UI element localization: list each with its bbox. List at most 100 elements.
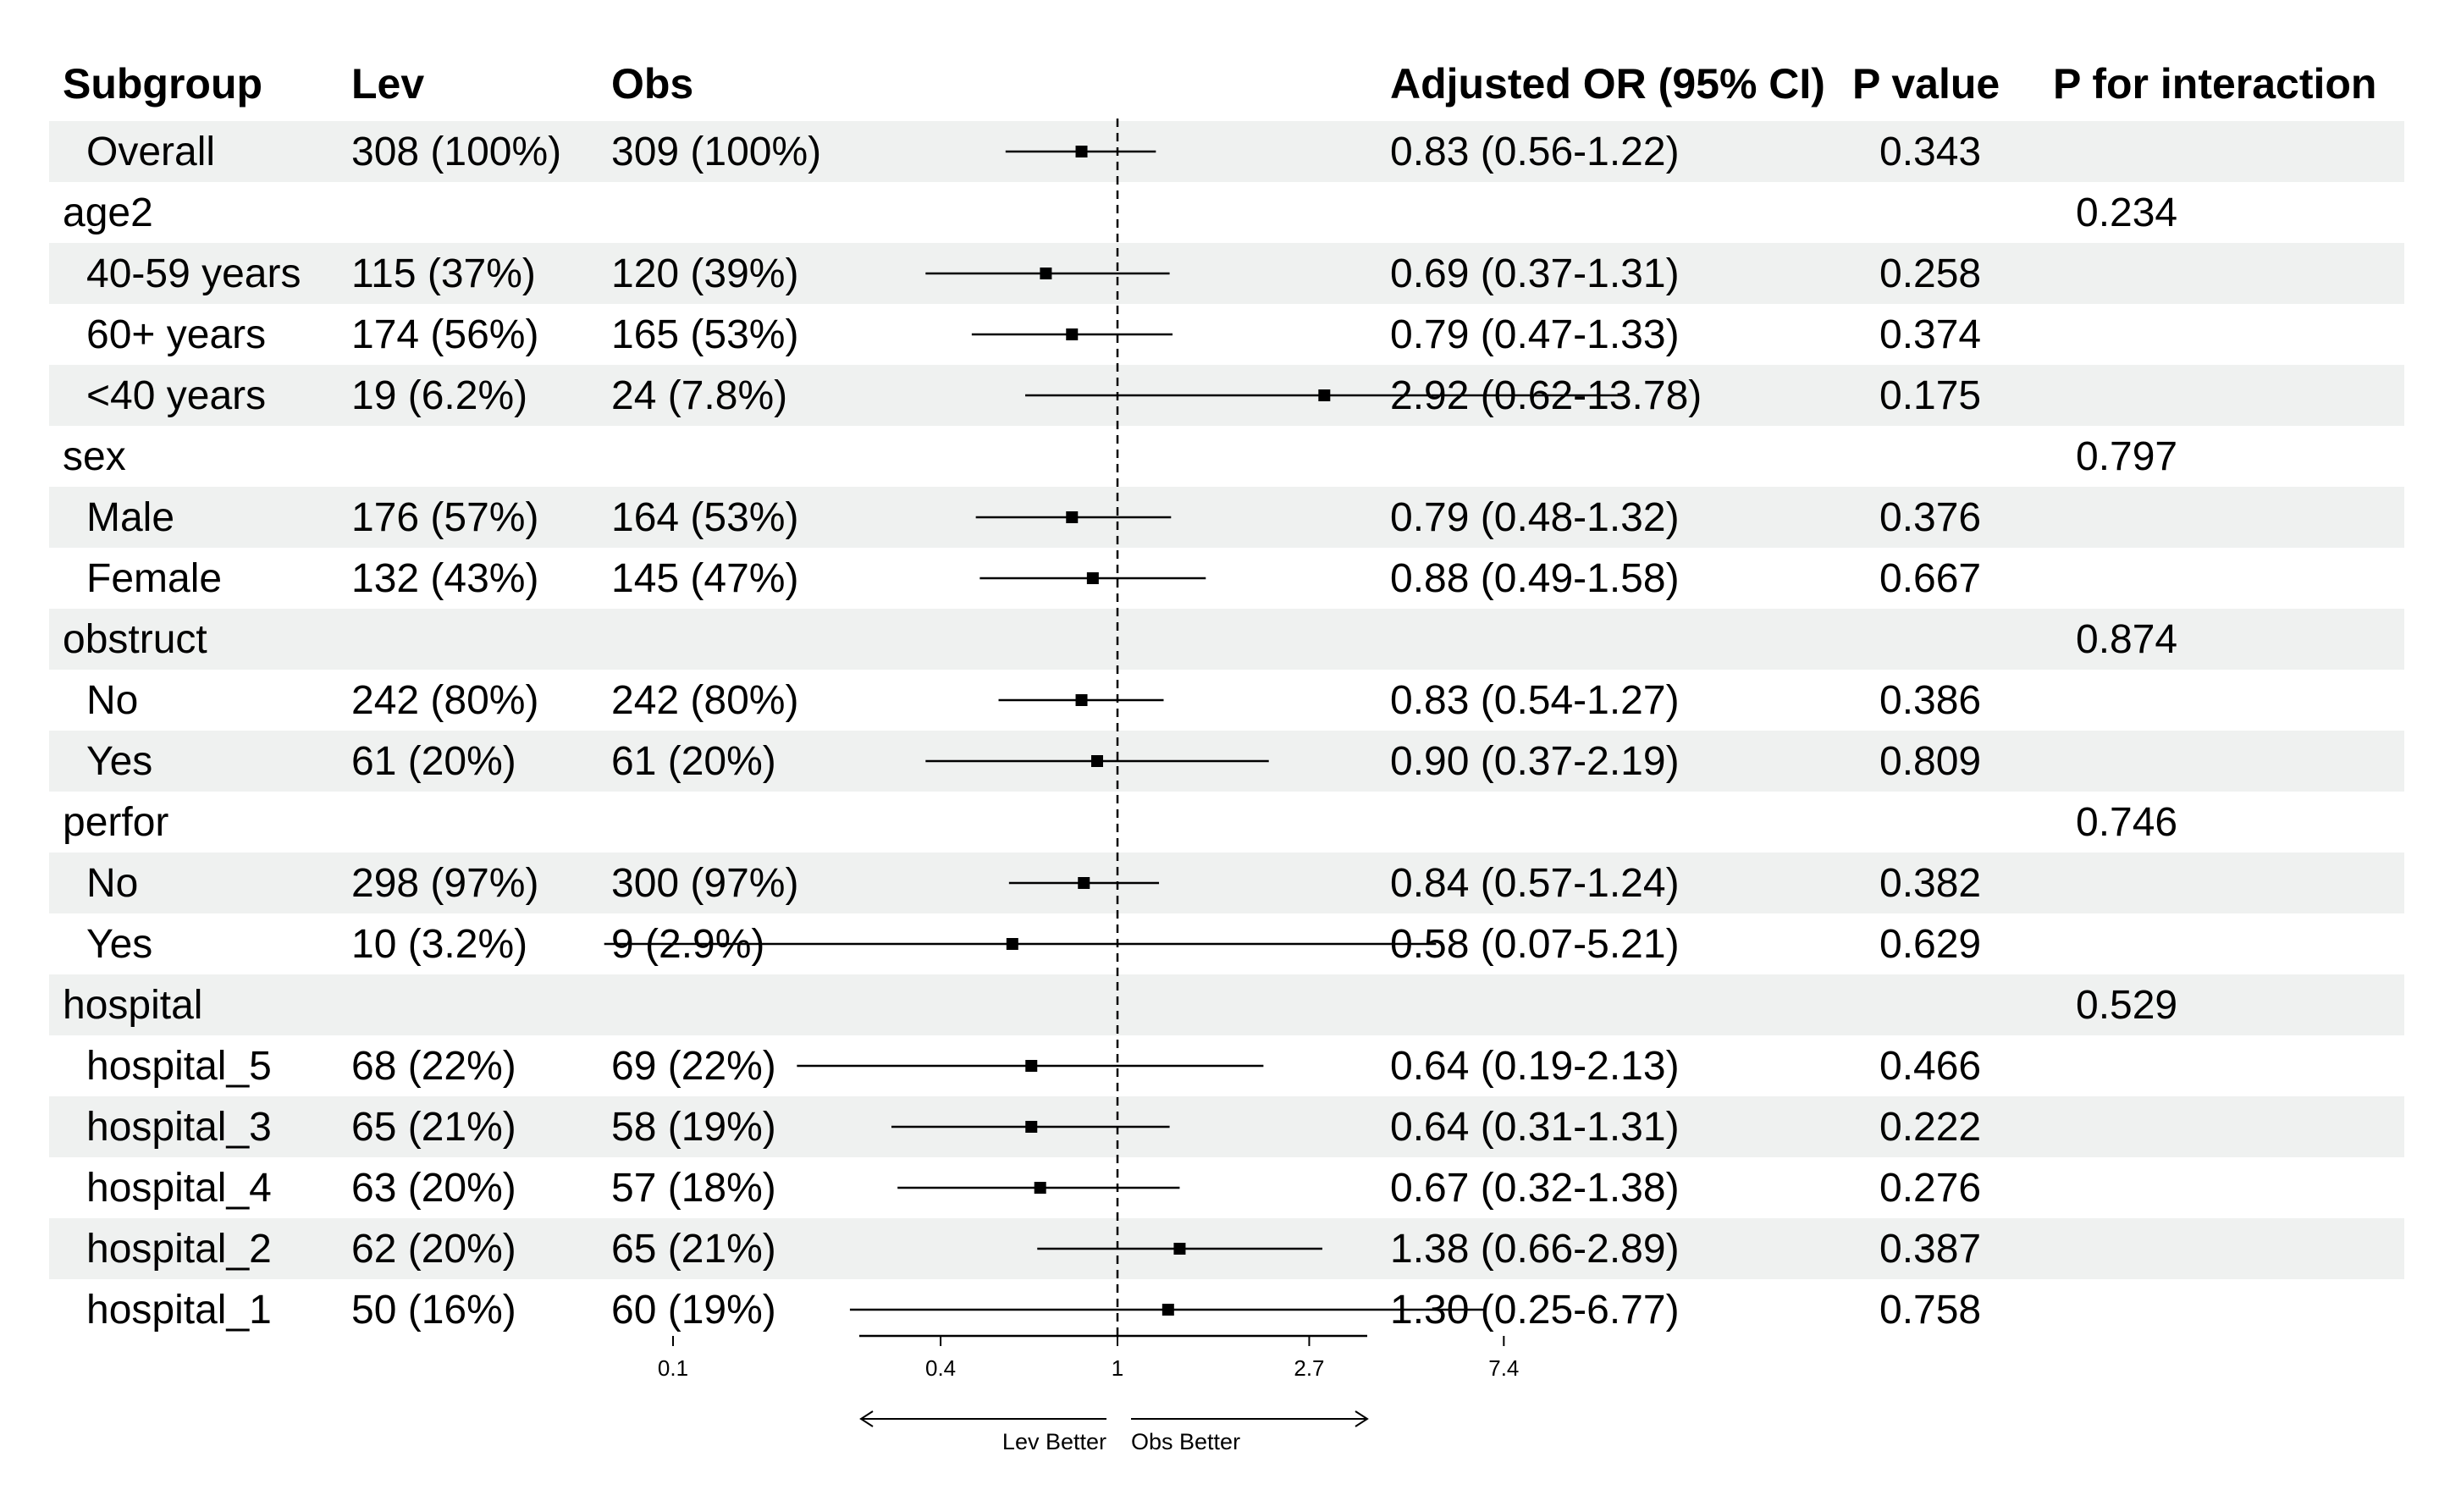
row-p-value: 0.343 — [1879, 130, 1981, 174]
row-shade — [49, 974, 2404, 1035]
row-p-interaction: 0.234 — [2076, 190, 2177, 235]
row-label: Yes — [86, 739, 152, 784]
row-p-value: 0.175 — [1879, 373, 1981, 418]
effect-mark — [897, 1182, 1180, 1194]
table-rows: Overall 308 (100%) 309 (100%) 0.83 (0.56-1.… — [63, 130, 2177, 1333]
x-tick-label: 7.4 — [1488, 1355, 1519, 1381]
effect-marks — [604, 146, 1625, 1316]
row-label: obstruct — [63, 617, 207, 662]
row-lev: 174 (56%) — [351, 312, 538, 357]
table-row: Overall 308 (100%) 309 (100%) 0.83 (0.56-1.… — [86, 130, 1981, 174]
effect-mark — [975, 511, 1172, 523]
label-obs-better: Obs Better — [1131, 1429, 1240, 1454]
row-label: hospital_5 — [86, 1044, 272, 1089]
row-label: Overall — [86, 130, 215, 174]
effect-mark — [925, 268, 1170, 279]
row-p-value: 0.222 — [1879, 1105, 1981, 1150]
row-p-interaction: 0.529 — [2076, 983, 2177, 1028]
effect-mark — [1025, 389, 1625, 401]
row-or-ci: 0.83 (0.56-1.22) — [1390, 130, 1680, 174]
row-label: 40-59 years — [86, 251, 301, 296]
point-estimate — [1090, 755, 1103, 767]
row-lev: 19 (6.2%) — [351, 373, 527, 418]
row-lev: 176 (57%) — [351, 495, 538, 540]
row-lev: 62 (20%) — [351, 1227, 516, 1272]
row-obs: 164 (53%) — [611, 495, 798, 540]
row-p-value: 0.258 — [1879, 251, 1981, 296]
table-row: Male 176 (57%) 164 (53%) 0.79 (0.48-1.32) 0.… — [86, 495, 1981, 540]
row-lev: 63 (20%) — [351, 1166, 516, 1211]
row-lev: 308 (100%) — [351, 130, 561, 174]
table-row: hospital_3 65 (21%) 58 (19%) 0.64 (0.31-1.3… — [86, 1105, 1981, 1150]
table-row: hospital 0.529 — [63, 983, 2177, 1028]
header-p-value: P value — [1852, 60, 2000, 108]
row-p-value: 0.758 — [1879, 1288, 1981, 1333]
row-label: Female — [86, 556, 222, 601]
point-estimate — [1066, 328, 1079, 340]
header-lev: Lev — [351, 60, 424, 108]
row-shade — [49, 487, 2404, 548]
header-p-interaction: P for interaction — [2053, 60, 2376, 108]
row-shade — [49, 243, 2404, 304]
row-label: No — [86, 861, 138, 906]
row-or-ci: 1.38 (0.66-2.89) — [1390, 1227, 1680, 1272]
row-p-value: 0.374 — [1879, 312, 1981, 357]
x-tick-label: 0.1 — [658, 1355, 688, 1381]
x-tick-label: 2.7 — [1294, 1355, 1324, 1381]
effect-mark — [1037, 1243, 1322, 1255]
effect-mark — [925, 755, 1269, 767]
row-shading — [49, 121, 2404, 1279]
row-p-interaction: 0.797 — [2076, 434, 2177, 479]
row-lev: 10 (3.2%) — [351, 922, 527, 967]
row-lev: 132 (43%) — [351, 556, 538, 601]
direction-arrows: Lev Better Obs Better — [859, 1410, 1369, 1454]
point-estimate — [1162, 1304, 1174, 1316]
row-label: hospital_1 — [86, 1288, 272, 1333]
point-estimate — [1066, 511, 1079, 523]
row-obs: 242 (80%) — [611, 678, 798, 723]
x-tick-label: 0.4 — [925, 1355, 956, 1381]
table-row: perfor 0.746 — [63, 800, 2177, 845]
header-row: Subgroup Lev Obs Adjusted OR (95% CI) P … — [63, 60, 2376, 108]
table-row: obstruct 0.874 — [63, 617, 2177, 662]
table-row: 60+ years 174 (56%) 165 (53%) 0.79 (0.47-1.… — [86, 312, 1981, 357]
row-obs: 120 (39%) — [611, 251, 798, 296]
table-row: Yes 10 (3.2%) 9 (2.9%) 0.58 (0.07-5.21) 0.62… — [86, 922, 1981, 967]
row-shade — [49, 609, 2404, 670]
row-p-value: 0.386 — [1879, 678, 1981, 723]
effect-mark — [604, 938, 1437, 950]
row-label: perfor — [63, 800, 168, 845]
effect-mark — [979, 572, 1206, 584]
table-row: Yes 61 (20%) 61 (20%) 0.90 (0.37-2.19) 0.809 — [86, 739, 1981, 784]
point-estimate — [1078, 877, 1090, 889]
arrow-right-head — [1355, 1410, 1369, 1427]
row-or-ci: 0.79 (0.47-1.33) — [1390, 312, 1680, 357]
effect-mark — [849, 1304, 1487, 1316]
row-obs: 309 (100%) — [611, 130, 821, 174]
row-p-interaction: 0.874 — [2076, 617, 2177, 662]
row-p-interaction: 0.746 — [2076, 800, 2177, 845]
effect-mark — [891, 1121, 1170, 1133]
row-label: hospital_4 — [86, 1166, 272, 1211]
row-label: hospital — [63, 983, 202, 1028]
table-row: hospital_5 68 (22%) 69 (22%) 0.64 (0.19-2.1… — [86, 1044, 1981, 1089]
row-label: age2 — [63, 190, 153, 235]
x-axis-ticks: 0.1 0.4 1 2.7 7.4 — [658, 1336, 1519, 1381]
effect-mark — [797, 1060, 1264, 1072]
header-or-ci: Adjusted OR (95% CI) — [1390, 60, 1825, 108]
effect-mark — [1008, 877, 1160, 889]
row-obs: 57 (18%) — [611, 1166, 776, 1211]
row-shade — [49, 1096, 2404, 1157]
row-or-ci: 0.64 (0.19-2.13) — [1390, 1044, 1680, 1089]
point-estimate — [1318, 389, 1331, 401]
row-lev: 61 (20%) — [351, 739, 516, 784]
row-or-ci: 0.69 (0.37-1.31) — [1390, 251, 1680, 296]
row-or-ci: 0.90 (0.37-2.19) — [1390, 739, 1680, 784]
row-obs: 24 (7.8%) — [611, 373, 787, 418]
row-obs: 165 (53%) — [611, 312, 798, 357]
row-p-value: 0.466 — [1879, 1044, 1981, 1089]
row-lev: 242 (80%) — [351, 678, 538, 723]
row-obs: 69 (22%) — [611, 1044, 776, 1089]
header-subgroup: Subgroup — [63, 60, 262, 108]
row-obs: 58 (19%) — [611, 1105, 776, 1150]
